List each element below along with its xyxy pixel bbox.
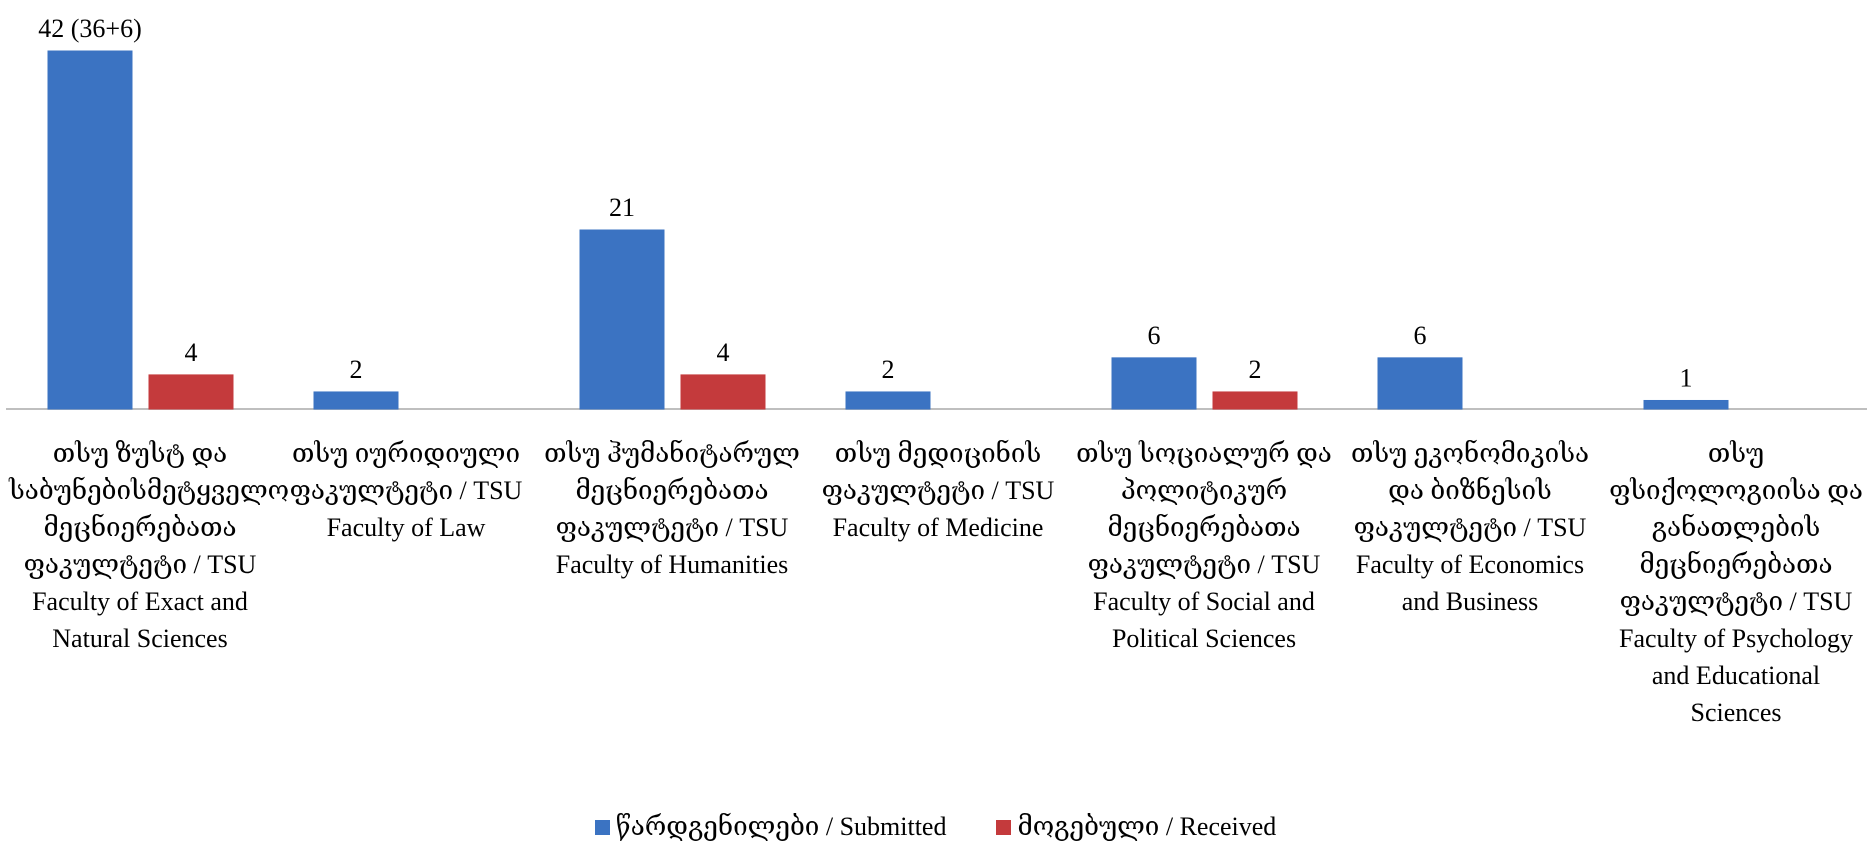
bar [680, 374, 766, 410]
data-label: 21 [609, 193, 635, 222]
data-label: 2 [1249, 355, 1262, 384]
bar [845, 391, 931, 410]
bar [1111, 357, 1197, 410]
legend: წარდგენილები / Submitted მოგებული / Recei… [0, 812, 1871, 842]
bar [47, 50, 133, 410]
x-tick-label: თსუ სოციალურ და პოლიტიკურ მეცნიერებათა ფ… [1076, 439, 1332, 653]
data-label: 4 [717, 338, 730, 367]
legend-item: წარდგენილები / Submitted [594, 812, 947, 842]
data-label: 42 (36+6) [38, 14, 141, 43]
bar [579, 229, 665, 410]
data-label: 2 [350, 355, 363, 384]
x-tick-label: თსუ ეკონომიკისა და ბიზნესის ფაკულტეტი / … [1350, 439, 1590, 616]
bar [1377, 357, 1463, 410]
x-tick-label: თსუ მედიცინის ფაკულტეტი / TSU Faculty of… [821, 439, 1055, 542]
bar [1212, 391, 1298, 410]
data-label: 2 [882, 355, 895, 384]
legend-label: მოგებული / Received [1017, 812, 1277, 841]
x-tick-label: თსუ ზუსტ და საბუნებისმეტყველო მეცნიერება… [9, 439, 290, 653]
legend-label: წარდგენილები / Submitted [615, 812, 947, 841]
data-label: 6 [1414, 321, 1427, 350]
data-label: 6 [1148, 321, 1161, 350]
data-label: 4 [185, 338, 198, 367]
bar [313, 391, 399, 410]
bar [148, 374, 234, 410]
legend-swatch [996, 819, 1012, 835]
x-tick-label: თსუ ჰუმანიტარულ მეცნიერებათა ფაკულტეტი /… [544, 439, 800, 579]
x-tick-label: თსუ იურიდიული ფაკულტეტი / TSU Faculty of… [289, 439, 523, 542]
legend-item: მოგებული / Received [996, 812, 1276, 842]
bar [1643, 399, 1729, 410]
data-label: 1 [1680, 363, 1693, 392]
x-tick-label: თსუ ფსიქოლოგიისა და განათლების მეცნიერებ… [1609, 439, 1863, 727]
legend-swatch [594, 819, 610, 835]
